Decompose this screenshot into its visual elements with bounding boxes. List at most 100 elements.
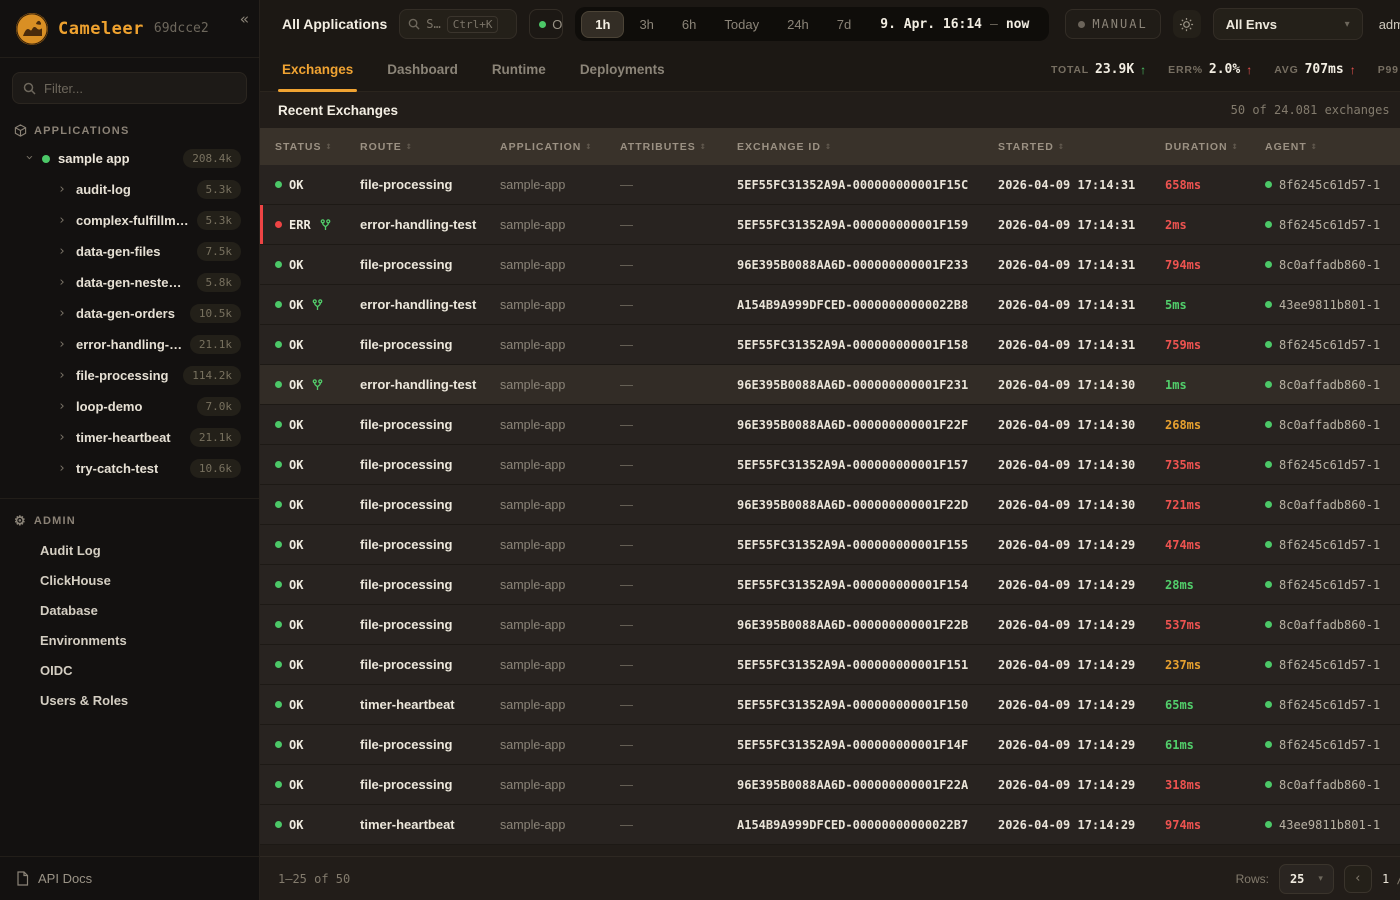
table-row[interactable]: OK file-processing sample-app — 96E395B0… bbox=[260, 485, 1400, 525]
sidebar-route-item[interactable]: › data-gen-files 7.5k bbox=[10, 236, 249, 267]
status-dot bbox=[275, 461, 282, 468]
status-cell: OK bbox=[275, 378, 360, 392]
exchange-id-cell: 5EF55FC31352A9A-000000000001F157 bbox=[737, 457, 969, 472]
column-header[interactable]: ATTRIBUTES ↕ bbox=[620, 140, 707, 153]
time-range-button[interactable]: 24h bbox=[787, 16, 809, 32]
sidebar-admin-item[interactable]: OIDC bbox=[40, 662, 73, 678]
exchange-id-cell: 96E395B0088AA6D-000000000001F233 bbox=[737, 257, 969, 272]
table-row[interactable]: OK timer-heartbeat sample-app — 5EF55FC3… bbox=[260, 685, 1400, 725]
sidebar-route-item[interactable]: › timer-heartbeat 21.1k bbox=[10, 422, 249, 453]
environment-selector[interactable]: All Envs ▾ bbox=[1212, 8, 1363, 40]
count-badge: 5.3k bbox=[196, 211, 241, 230]
sidebar-admin-item[interactable]: ClickHouse bbox=[40, 572, 111, 588]
table-row[interactable]: OK file-processing sample-app — 5EF55FC3… bbox=[260, 725, 1400, 765]
status-dot bbox=[275, 741, 282, 748]
prev-page-button[interactable]: ‹ bbox=[1343, 864, 1372, 893]
application-cell: sample-app bbox=[500, 257, 566, 272]
sort-icon: ↕ bbox=[1057, 141, 1065, 152]
attributes-cell: — bbox=[620, 417, 633, 432]
sidebar-route-item[interactable]: › data-gen-neste… 5.8k bbox=[10, 267, 249, 298]
agent-status-dot bbox=[1265, 701, 1272, 708]
table-row[interactable]: OK file-processing sample-app — 5EF55FC3… bbox=[260, 565, 1400, 605]
duration-cell: 2ms bbox=[1165, 217, 1187, 232]
sidebar-route-item[interactable]: › try-catch-test 10.6k bbox=[10, 453, 249, 484]
tab[interactable]: Runtime bbox=[491, 62, 546, 77]
column-header[interactable]: EXCHANGE ID ↕ bbox=[737, 140, 832, 153]
agent-status-dot bbox=[1265, 221, 1272, 228]
sidebar-route-item[interactable]: › loop-demo 7.0k bbox=[10, 391, 249, 422]
started-cell: 2026-04-09 17:14:30 bbox=[998, 457, 1136, 472]
table-row[interactable]: OK file-processing sample-app — 96E395B0… bbox=[260, 765, 1400, 805]
tab[interactable]: Exchanges bbox=[277, 48, 358, 92]
status-dot bbox=[275, 381, 282, 388]
table-row[interactable]: OK file-processing sample-app — 5EF55FC3… bbox=[260, 165, 1400, 205]
time-range-button[interactable]: 3h bbox=[639, 16, 654, 32]
tab[interactable]: Dashboard bbox=[387, 62, 458, 77]
sidebar-admin-item[interactable]: Database bbox=[40, 602, 98, 618]
table-row[interactable]: OK error-handling-test sample-app — 96E3… bbox=[260, 365, 1400, 405]
table-row[interactable]: OK file-processing sample-app — 5EF55FC3… bbox=[260, 645, 1400, 685]
table-row[interactable]: OK file-processing sample-app — 5EF55FC3… bbox=[260, 445, 1400, 485]
status-filter-chip[interactable]: O bbox=[529, 9, 564, 39]
exchange-id-cell: 96E395B0088AA6D-000000000001F22D bbox=[737, 497, 969, 512]
attributes-cell: — bbox=[620, 537, 633, 552]
page-indicator: 1 / 2 bbox=[1381, 871, 1400, 886]
sidebar-admin-item[interactable]: Environments bbox=[40, 632, 127, 648]
document-icon bbox=[16, 871, 29, 886]
column-header[interactable]: AGENT ↕ bbox=[1265, 140, 1318, 153]
sidebar-admin-item[interactable]: Audit Log bbox=[40, 542, 101, 558]
stat: P99 6.7s ↑ bbox=[1377, 63, 1399, 76]
admin-section-header: ⚙ ADMIN bbox=[14, 513, 76, 528]
route-cell: file-processing bbox=[360, 337, 453, 352]
started-cell: 2026-04-09 17:14:31 bbox=[998, 297, 1136, 312]
filter-input[interactable] bbox=[44, 80, 236, 96]
sidebar-route-item[interactable]: › complex-fulfillm… 5.3k bbox=[10, 205, 249, 236]
time-range-button[interactable]: 1h bbox=[581, 10, 625, 38]
main-area: All Applications S… Ctrl+K O 1h 3h bbox=[260, 0, 1400, 900]
theme-toggle-button[interactable] bbox=[1172, 10, 1201, 38]
time-range-display[interactable]: 9. Apr. 16:14 – now bbox=[880, 16, 1030, 32]
sidebar-collapse-icon[interactable]: « bbox=[239, 10, 249, 28]
table-row[interactable]: OK file-processing sample-app — 96E395B0… bbox=[260, 605, 1400, 645]
sort-icon: ↕ bbox=[1310, 141, 1318, 152]
tab[interactable]: Deployments bbox=[579, 62, 665, 77]
time-range-button[interactable]: 7d bbox=[836, 16, 852, 32]
column-header[interactable]: DURATION ↕ bbox=[1165, 140, 1239, 153]
global-search[interactable]: S… Ctrl+K bbox=[399, 9, 518, 39]
table-row[interactable]: OK error-handling-test sample-app — A154… bbox=[260, 285, 1400, 325]
route-cell: file-processing bbox=[360, 577, 453, 592]
sidebar-route-item[interactable]: › data-gen-orders 10.5k bbox=[10, 298, 249, 329]
table-row[interactable]: ERR error-handling-test sample-app — 5EF… bbox=[260, 205, 1400, 245]
time-range-button[interactable]: Today bbox=[724, 16, 760, 32]
rows-per-page-select[interactable]: 25 ▾ bbox=[1278, 863, 1334, 894]
table-row[interactable]: OK file-processing sample-app — 5EF55FC3… bbox=[260, 525, 1400, 565]
sidebar-item-sample-app[interactable]: › sample app 208.4k bbox=[10, 143, 249, 174]
exchange-id-cell: 5EF55FC31352A9A-000000000001F155 bbox=[737, 537, 969, 552]
api-docs-link[interactable]: API Docs bbox=[0, 856, 259, 900]
table-row[interactable]: OK file-processing sample-app — 5EF55FC3… bbox=[260, 325, 1400, 365]
recent-exchanges-header: Recent Exchanges 50 of 24.081 exchanges … bbox=[260, 92, 1400, 128]
column-header[interactable]: ROUTE ↕ bbox=[360, 140, 413, 153]
sidebar-route-item[interactable]: › file-processing 114.2k bbox=[10, 360, 249, 391]
time-range-button[interactable]: 6h bbox=[681, 16, 697, 32]
trend-arrow-icon: ↑ bbox=[1140, 62, 1147, 77]
table-row[interactable]: OK file-processing sample-app — 96E395B0… bbox=[260, 245, 1400, 285]
summary-stats: TOTAL 23.9K ↑ ERR% 2.0% ↑ AVG 707ms ↑ P9… bbox=[1051, 62, 1400, 77]
column-header[interactable]: STARTED ↕ bbox=[998, 140, 1065, 153]
sidebar-filter[interactable] bbox=[12, 72, 247, 104]
attributes-cell: — bbox=[620, 617, 633, 632]
column-header[interactable]: STATUS ↕ bbox=[275, 140, 333, 153]
sidebar-admin-item[interactable]: Users & Roles bbox=[40, 692, 129, 708]
sidebar-route-item[interactable]: › audit-log 5.3k bbox=[10, 174, 249, 205]
chevron-right-icon: › bbox=[58, 213, 66, 228]
duration-cell: 5ms bbox=[1165, 297, 1187, 312]
started-cell: 2026-04-09 17:14:29 bbox=[998, 697, 1136, 712]
attributes-cell: — bbox=[620, 377, 633, 392]
table-row[interactable]: OK file-processing sample-app — 96E395B0… bbox=[260, 405, 1400, 445]
sidebar-route-item[interactable]: › error-handling-… 21.1k bbox=[10, 329, 249, 360]
column-header[interactable]: APPLICATION ↕ bbox=[500, 140, 593, 153]
table-row[interactable]: OK timer-heartbeat sample-app — A154B9A9… bbox=[260, 805, 1400, 845]
sidebar-header: Cameleer 69dcce2 « bbox=[0, 0, 259, 58]
application-cell: sample-app bbox=[500, 377, 566, 392]
manual-refresh-button[interactable]: MANUAL bbox=[1065, 9, 1161, 39]
